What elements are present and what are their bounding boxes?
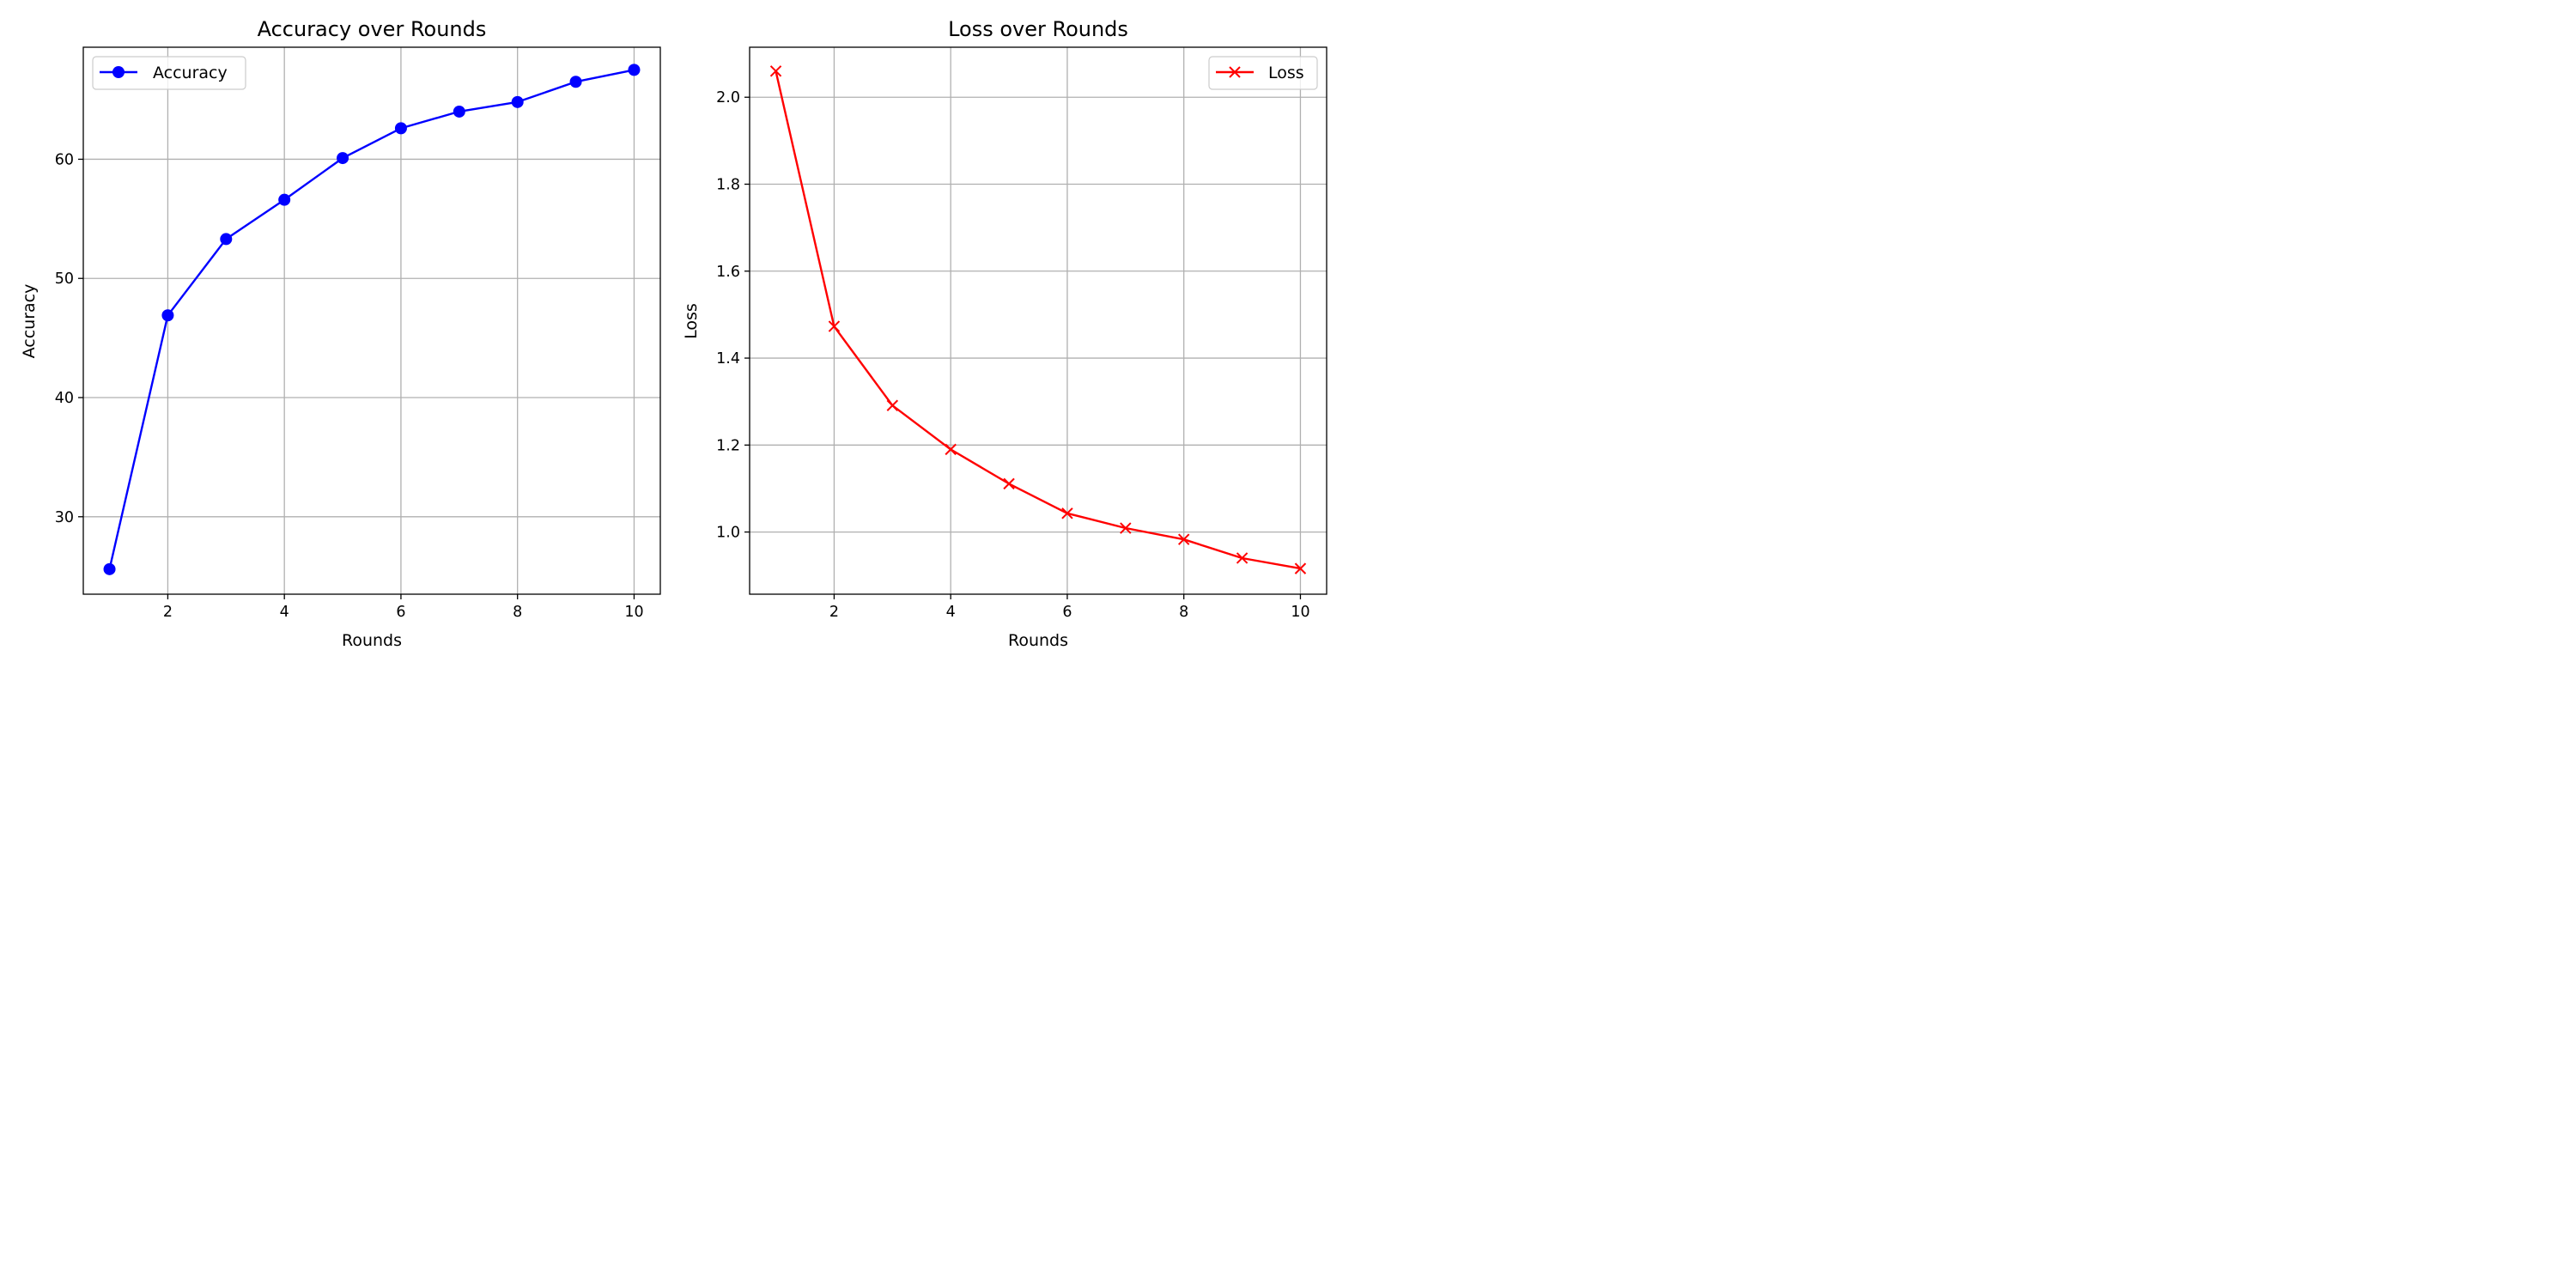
x-tick-label: 6 [396, 604, 405, 621]
legend-box [92, 56, 246, 90]
data-point [769, 65, 782, 77]
data-point [828, 320, 841, 332]
x-tick-label: 2 [163, 604, 173, 621]
y-tick-label: 1.6 [716, 264, 740, 281]
figure: Accuracy over Rounds 2 4 6 8 10 30 40 50 60 Roun… [20, 17, 1327, 650]
x-tick-label: 4 [946, 604, 956, 621]
data-point [103, 562, 116, 575]
legend-marker [112, 66, 125, 78]
y-tick-label: 1.4 [716, 350, 740, 368]
x-tick-label: 4 [280, 604, 289, 621]
series-layer [769, 65, 1307, 574]
y-tick-label: 50 [55, 270, 74, 288]
tick-layer: 2 4 6 8 10 1.0 1.2 1.4 1.6 1.8 2.0 [716, 89, 1309, 621]
chart-title: Accuracy over Rounds [258, 17, 487, 41]
data-point [1120, 522, 1132, 534]
chart-title: Loss over Rounds [948, 17, 1128, 41]
x-tick-label: 10 [624, 604, 643, 621]
tick-layer: 2 4 6 8 10 30 40 50 60 [55, 151, 644, 621]
data-point [394, 122, 407, 135]
loss-chart-panel: Loss over Rounds 2 4 6 8 10 1.0 1.2 1.4 1.6 1.8 2.… [682, 17, 1327, 650]
grid-lines [83, 47, 660, 594]
data-point [945, 443, 957, 456]
data-point [278, 193, 291, 206]
data-point [220, 233, 233, 246]
legend-box [1208, 56, 1318, 90]
grid-lines [750, 47, 1327, 594]
plot-frame [749, 46, 1327, 595]
legend-label: Loss [1268, 64, 1304, 82]
x-axis-label: Rounds [342, 631, 402, 650]
data-point [161, 309, 174, 322]
y-tick-label: 1.0 [716, 525, 740, 542]
y-tick-label: 40 [55, 390, 74, 407]
data-point [1061, 507, 1073, 519]
data-point [1003, 477, 1015, 490]
x-axis-label: Rounds [1008, 631, 1068, 650]
data-point [1236, 552, 1249, 564]
data-point [886, 399, 899, 411]
x-tick-label: 10 [1291, 604, 1309, 621]
accuracy-chart-panel: Accuracy over Rounds 2 4 6 8 10 30 40 50 60 Roun… [20, 17, 661, 650]
x-tick-label: 8 [1179, 604, 1188, 621]
data-point [511, 95, 524, 108]
data-point [453, 105, 465, 118]
y-tick-label: 1.2 [716, 437, 740, 454]
legend-marker [1229, 66, 1241, 78]
series-line [775, 70, 1301, 570]
x-tick-label: 8 [513, 604, 522, 621]
legend: Accuracy [92, 56, 246, 90]
legend: Loss [1208, 56, 1318, 90]
y-axis-label: Loss [682, 303, 701, 339]
data-point [337, 152, 349, 165]
y-tick-label: 60 [55, 151, 74, 168]
y-axis-label: Accuracy [20, 284, 39, 359]
y-tick-label: 30 [55, 509, 74, 526]
data-point [628, 64, 641, 76]
y-tick-label: 1.8 [716, 177, 740, 194]
series-line [108, 69, 635, 570]
x-tick-label: 6 [1062, 604, 1072, 621]
plot-frame [82, 46, 661, 595]
data-point [569, 76, 582, 88]
y-tick-label: 2.0 [716, 89, 740, 106]
x-tick-label: 2 [829, 604, 839, 621]
data-point [1177, 533, 1190, 545]
data-point [1294, 562, 1307, 574]
series-layer [103, 64, 641, 575]
legend-label: Accuracy [153, 64, 228, 82]
